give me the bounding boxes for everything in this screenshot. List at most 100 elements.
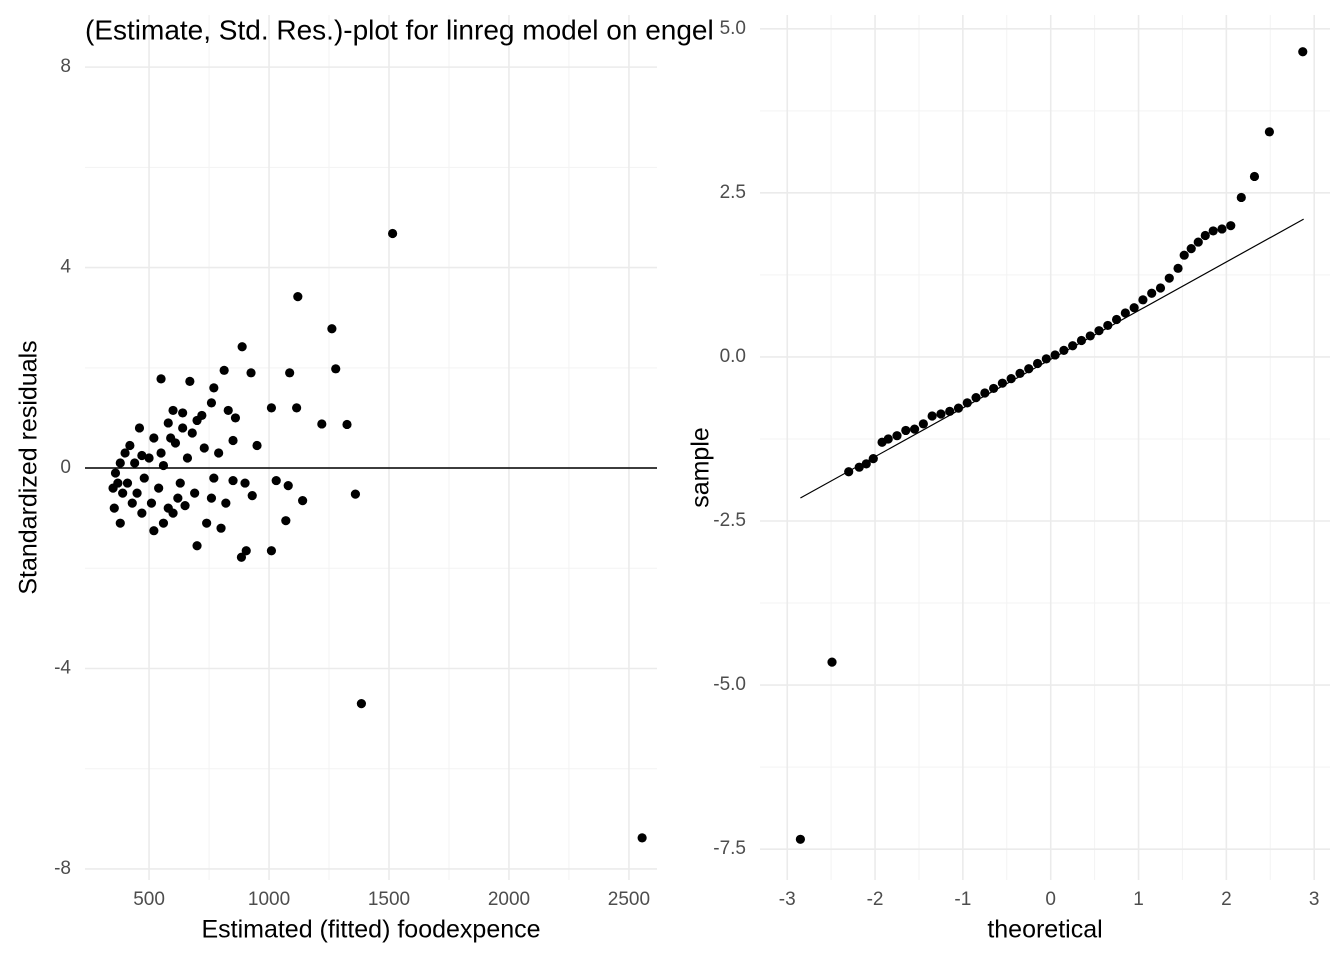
point [1298,47,1308,57]
point [120,448,130,458]
point [240,478,250,488]
point [115,458,125,468]
point [1155,283,1166,293]
point [110,468,121,478]
point [1226,221,1236,231]
point [1085,331,1095,341]
point [178,423,188,433]
point [125,440,135,451]
point [175,478,185,488]
point [285,368,295,378]
point [190,488,200,498]
y-tick-label: 2.5 [720,182,746,203]
point [292,403,302,413]
point [163,503,173,513]
point [844,467,854,477]
x-tick-label: -3 [779,889,796,910]
point [154,483,164,493]
point [637,833,647,843]
point [192,541,202,551]
point [1032,358,1043,369]
point [228,435,238,446]
point [168,405,178,416]
point [971,393,981,403]
y-tick-label: 4 [60,257,71,278]
point [281,516,291,526]
point [1111,314,1122,325]
point [144,453,154,463]
point [298,496,308,506]
x-tick-label: 3 [1309,889,1320,910]
y-tick-label: 5.0 [720,18,746,39]
point [199,443,209,453]
point [936,409,946,419]
point [122,478,133,488]
point [115,518,125,528]
point [113,478,123,488]
point [1217,224,1227,234]
point [1138,295,1148,305]
point [1129,303,1139,313]
point [252,440,262,451]
point [1041,354,1051,364]
point [241,546,251,556]
point [230,413,241,423]
point [1249,171,1260,182]
point [246,368,256,378]
point [1120,308,1130,318]
point [901,425,911,436]
point [1147,288,1157,298]
point [109,503,119,513]
x-tick-label: 2500 [608,889,650,910]
y-tick-label: -4 [54,658,71,679]
point [266,403,277,413]
point [1179,250,1189,260]
point [149,433,159,443]
point [247,491,257,501]
point [317,419,327,429]
point [1006,373,1016,384]
point [166,433,176,443]
point [283,480,293,491]
point [206,493,217,503]
x-tick-label: -2 [867,889,884,910]
point [146,498,157,508]
point [173,493,183,503]
x-tick-label: -1 [954,889,971,910]
point [327,324,337,334]
y-tick-label: -5.0 [713,674,746,695]
point [342,419,352,430]
point [1164,273,1174,283]
x-tick-label: 2000 [488,889,530,910]
point [1173,263,1183,273]
point [139,473,149,483]
point [1264,127,1274,137]
point [216,523,226,533]
point [953,403,964,413]
point [1208,226,1218,236]
point [945,406,955,417]
x-tick-label: 1000 [248,889,290,910]
point [868,454,878,464]
point [202,518,212,528]
point [854,462,864,472]
y-tick-label: -2.5 [713,510,746,531]
point [1050,350,1060,360]
point [223,405,233,416]
point [293,292,303,302]
point [236,552,247,562]
point [1200,230,1210,241]
point [909,424,920,434]
point [1076,335,1087,346]
point [1193,237,1203,247]
point [180,501,190,511]
x-tick-label: 0 [1045,889,1056,910]
point [271,475,281,486]
y-tick-label: -7.5 [713,838,746,859]
point [137,450,147,461]
point [158,460,169,471]
point [927,411,937,421]
point [118,488,128,498]
y-axis-title: Standardized residuals [15,340,43,594]
